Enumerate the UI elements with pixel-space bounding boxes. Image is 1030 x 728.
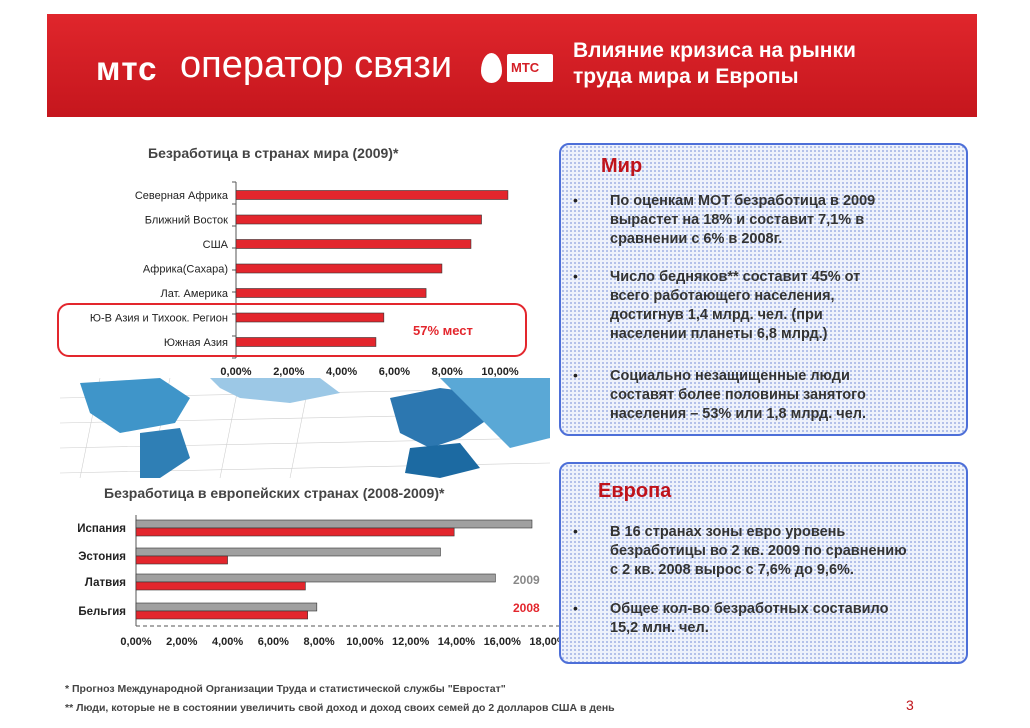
mts-egg-icon [481, 53, 502, 83]
slide-title-line1: Влияние кризиса на рынки [573, 39, 856, 62]
map-north-region [210, 378, 340, 403]
world-category-label: Африка(Сахара) [143, 264, 228, 276]
mts-logo-box [507, 54, 553, 82]
bullet-marker: • [573, 600, 578, 616]
world-chart-title: Безработица в странах мира (2009)* [148, 145, 399, 161]
europe-category-label: Эстония [78, 551, 126, 563]
world-bar [235, 288, 427, 298]
europe-tick-label: 18,00% [529, 636, 567, 648]
europe-chart-title: Безработица в европейских странах (2008-… [104, 485, 445, 501]
bullet-text-line: вырастет на 18% и составит 7,1% в [610, 212, 865, 228]
bullet-text-line: 15,2 млн. чел. [610, 620, 709, 636]
bullet-marker: • [573, 268, 578, 284]
europe-box-title: Европа [598, 480, 672, 502]
europe-category-label: Бельгия [78, 606, 126, 618]
europe-bar-2008 [135, 581, 306, 591]
bullet-text-line: составят более половины занятого [610, 387, 866, 403]
world-box-title: Мир [601, 155, 643, 177]
bullet-text-line: населения – 53% или 1,8 млрд. чел. [610, 406, 867, 422]
world-tick-label: 8,00% [432, 366, 463, 378]
bullet-text-line: Социально незащищенные люди [610, 368, 850, 384]
map-north-america [80, 378, 190, 433]
world-category-label: Южная Азия [164, 337, 228, 349]
europe-tick-label: 6,00% [258, 636, 289, 648]
bullet-marker: • [573, 367, 578, 383]
world-bar [235, 190, 509, 200]
europe-category-label: Испания [77, 523, 126, 535]
world-bar [235, 239, 472, 249]
legend-2009: 2009 [513, 573, 540, 587]
europe-tick-label: 16,00% [484, 636, 522, 648]
world-bar [235, 214, 482, 225]
europe-tick-label: 4,00% [212, 636, 243, 648]
world-category-label: Ю-В Азия и Тихоок. Регион [90, 313, 228, 325]
slide-title: Влияние кризиса на рынки труда мира и Ев… [573, 38, 973, 90]
bullet-text-line: Общее кол-во безработных составило [610, 601, 889, 617]
europe-tick-label: 12,00% [392, 636, 430, 648]
world-category-label: Лат. Америка [161, 288, 229, 300]
world-map-image [60, 378, 550, 478]
world-tick-label: 0,00% [220, 366, 251, 378]
bullet-text-line: достигнув 1,4 млрд. чел. (при [610, 307, 823, 323]
bullet-marker: • [573, 192, 578, 208]
highlight-annotation: 57% мест [413, 323, 473, 338]
world-tick-label: 10,00% [481, 366, 519, 378]
europe-tick-label: 2,00% [166, 636, 197, 648]
europe-tick-label: 10,00% [346, 636, 384, 648]
page-number: 3 [906, 697, 914, 713]
bullet-text-line: сравнении с 6% в 2008г. [610, 231, 783, 247]
slide-title-line2: труда мира и Европы [573, 65, 799, 88]
world-bar [235, 337, 377, 347]
europe-tick-label: 8,00% [304, 636, 335, 648]
brand-name: мтс [96, 50, 158, 87]
map-south-america [140, 428, 190, 478]
map-europe-east [440, 378, 550, 448]
world-bar [235, 263, 443, 274]
europe-tick-label: 14,00% [438, 636, 476, 648]
europe-bar-chart: Испания Эстония Латвия Бельгия 0,00% 2,00% 4,0… [77, 515, 580, 648]
brand-tagline: оператор связи [180, 44, 453, 86]
highlight-outline [57, 303, 527, 357]
world-bar [235, 312, 385, 323]
bullet-text-line: всего работающего населения, [610, 288, 835, 304]
europe-bar-2008 [135, 610, 308, 620]
footnote-2: ** Люди, которые не в состоянии увеличит… [65, 702, 615, 714]
europe-bar-2009 [135, 602, 318, 612]
bullet-text-line: В 16 странах зоны евро уровень [610, 524, 846, 540]
bullet-text-line: Число бедняков** составит 45% от [610, 269, 861, 285]
legend-2008: 2008 [513, 601, 540, 615]
europe-bar-2008 [135, 527, 455, 537]
europe-tick-label: 0,00% [120, 636, 151, 648]
bullet-text-line: безработицы во 2 кв. 2009 по сравнению [610, 543, 907, 559]
world-bar-chart: Северная Африка Ближний Восток США Африка(С… [90, 181, 519, 378]
footnote-1: * Прогноз Международной Организации Труд… [65, 683, 506, 695]
bullet-marker: • [573, 523, 578, 539]
map-africa-north [405, 443, 480, 478]
europe-category-label: Латвия [85, 577, 126, 589]
world-category-label: Северная Африка [135, 190, 229, 202]
mts-logo-text: МТС [511, 60, 540, 75]
europe-bar-2009 [135, 547, 441, 557]
bullet-text-line: населении планеты 6,8 млрд.) [610, 326, 828, 342]
bullet-text-line: с 2 кв. 2008 вырос с 7,6% до 9,6%. [610, 562, 854, 578]
world-tick-label: 2,00% [273, 366, 304, 378]
bullet-text-line: По оценкам МОТ безработица в 2009 [610, 193, 876, 209]
europe-bar-2009 [135, 573, 496, 583]
europe-bar-2008 [135, 555, 228, 565]
europe-bar-2009 [135, 519, 533, 529]
europe-info-box [559, 462, 968, 664]
world-tick-label: 6,00% [379, 366, 410, 378]
world-category-label: Ближний Восток [145, 215, 228, 227]
world-category-label: США [203, 239, 229, 251]
world-tick-label: 4,00% [326, 366, 357, 378]
world-info-box [559, 143, 968, 436]
